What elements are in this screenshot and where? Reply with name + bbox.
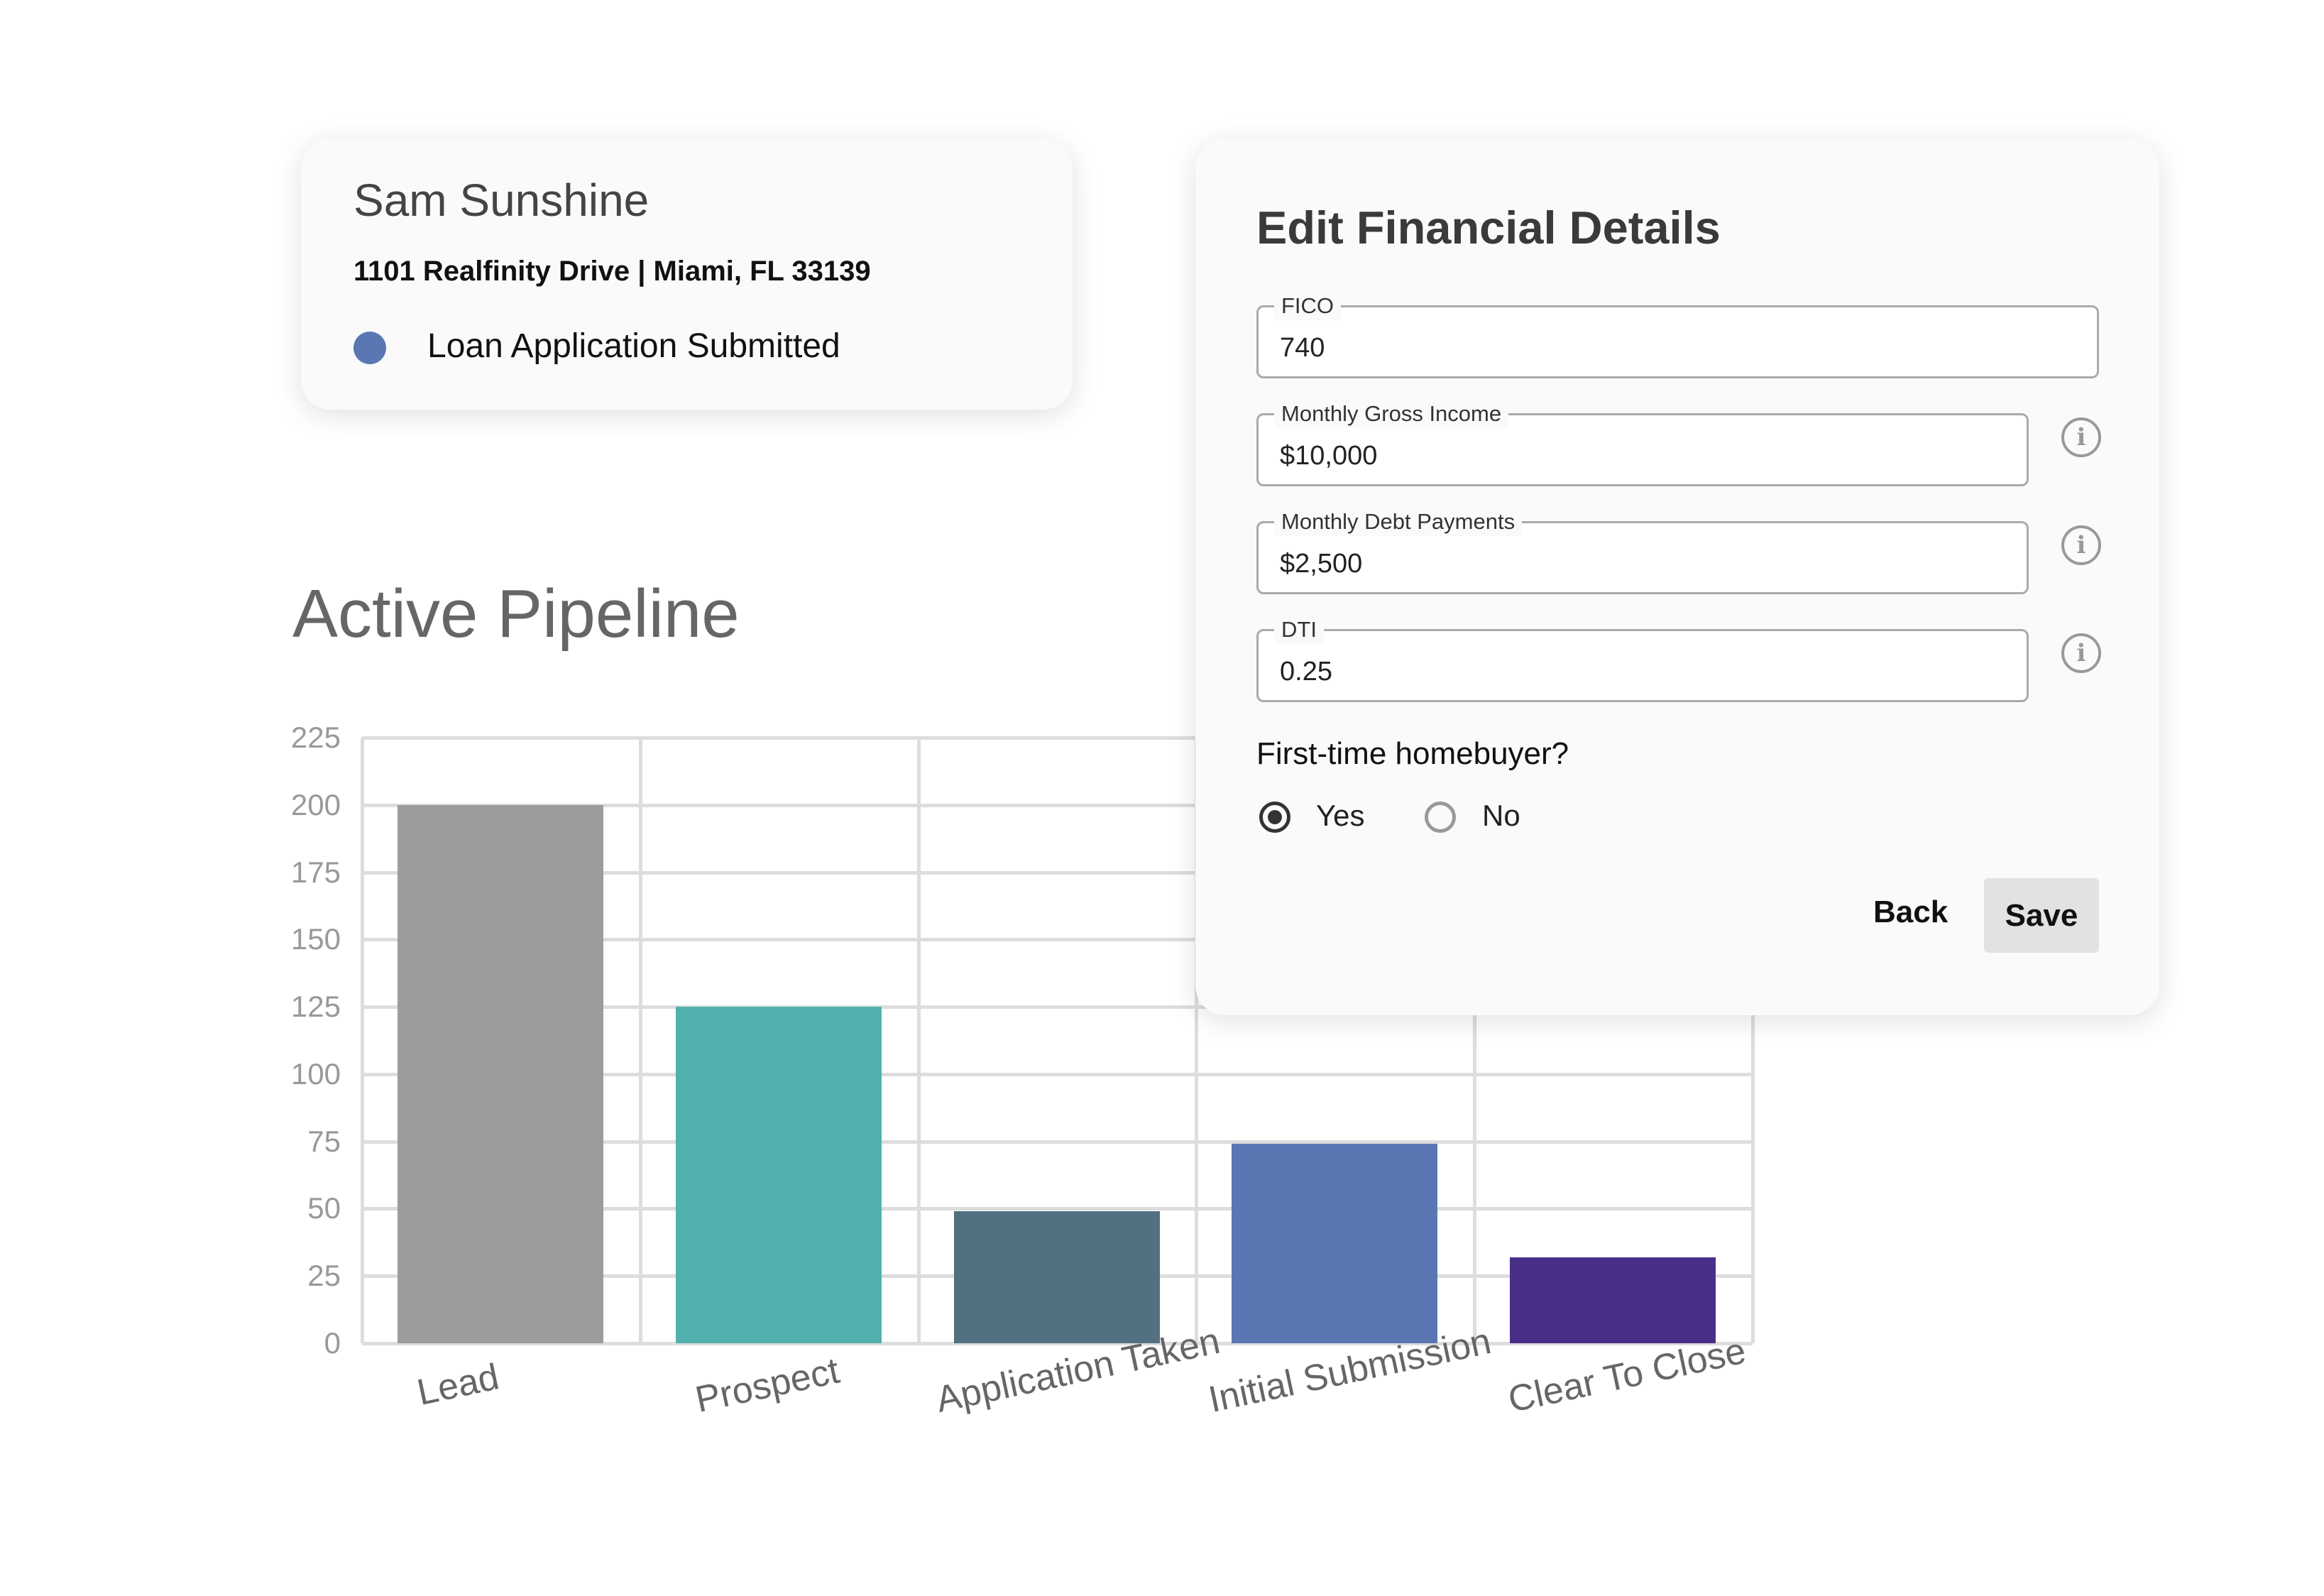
contact-name: Sam Sunshine — [353, 175, 649, 226]
field-label: DTI — [1274, 616, 1324, 644]
gridline-horizontal — [362, 1005, 1753, 1010]
info-icon[interactable]: i — [2061, 633, 2101, 673]
dti-field[interactable]: DTI 0.25 — [1256, 616, 2029, 702]
gridline-horizontal — [362, 870, 1753, 875]
field-value[interactable]: 740 — [1280, 333, 1325, 363]
contact-address: 1101 Realfinity Drive | Miami, FL 33139 — [353, 256, 871, 287]
radio-yes-label[interactable]: Yes — [1316, 799, 1365, 832]
info-icon[interactable]: i — [2061, 525, 2101, 565]
radio-yes[interactable] — [1259, 802, 1290, 833]
gridline-horizontal — [362, 736, 1753, 740]
bar-lead — [398, 804, 603, 1343]
y-tick-label: 225 — [290, 721, 341, 754]
field-label: FICO — [1274, 292, 1342, 320]
gridline-horizontal — [362, 938, 1753, 942]
first-time-homebuyer-question: First-time homebuyer? — [1256, 736, 1569, 771]
field-value[interactable]: $10,000 — [1280, 441, 1378, 471]
gridline-vertical — [1751, 738, 1755, 1343]
gridline-vertical — [361, 738, 364, 1343]
pipeline-title: Active Pipeline — [292, 576, 740, 652]
y-tick-label: 75 — [307, 1124, 341, 1158]
y-tick-label: 200 — [290, 787, 341, 821]
y-tick-label: 175 — [290, 855, 341, 889]
fico-field[interactable]: FICO 740 — [1256, 292, 2099, 378]
field-label: Monthly Debt Payments — [1274, 508, 1523, 536]
monthly-gross-income-field[interactable]: Monthly Gross Income $10,000 — [1256, 400, 2029, 486]
monthly-debt-payments-field[interactable]: Monthly Debt Payments $2,500 — [1256, 508, 2029, 594]
field-value[interactable]: 0.25 — [1280, 657, 1332, 687]
y-tick-label: 25 — [307, 1259, 341, 1293]
gridline-vertical — [916, 738, 921, 1343]
gridline-vertical — [1195, 738, 1199, 1343]
gridline-horizontal — [362, 1072, 1753, 1076]
back-button[interactable]: Back — [1873, 895, 1948, 929]
bar-prospect — [675, 1007, 882, 1343]
x-tick-label: Prospect — [691, 1350, 843, 1421]
y-tick-label: 50 — [307, 1191, 341, 1225]
contact-card: Sam Sunshine 1101 Realfinity Drive | Mia… — [301, 138, 1073, 410]
gridline-horizontal — [362, 1342, 1753, 1345]
status-text: Loan Application Submitted — [427, 327, 840, 365]
edit-financial-details-dialog: Edit Financial Details FICO 740 Monthly … — [1195, 138, 2159, 1015]
field-label: Monthly Gross Income — [1274, 400, 1509, 428]
info-icon[interactable]: i — [2061, 417, 2101, 457]
gridline-vertical — [1473, 738, 1477, 1343]
y-tick-label: 100 — [290, 1056, 341, 1091]
bar-initial-submission — [1232, 1144, 1438, 1343]
gridline-horizontal — [362, 803, 1753, 807]
y-tick-label: 150 — [290, 922, 341, 956]
save-button[interactable]: Save — [1984, 878, 2099, 953]
bar-application-taken — [953, 1211, 1160, 1343]
radio-no-label[interactable]: No — [1482, 799, 1520, 832]
field-value[interactable]: $2,500 — [1280, 549, 1363, 579]
y-tick-label: 0 — [324, 1326, 341, 1360]
bar-clear-to-close — [1510, 1257, 1716, 1343]
x-tick-label: Lead — [413, 1356, 503, 1414]
gridline-vertical — [638, 738, 642, 1343]
gridline-horizontal — [362, 1139, 1753, 1144]
status-dot-icon — [353, 332, 386, 364]
gridline-horizontal — [362, 1207, 1753, 1211]
y-tick-label: 125 — [290, 990, 341, 1024]
radio-no[interactable] — [1425, 802, 1456, 833]
dialog-title: Edit Financial Details — [1256, 202, 1721, 253]
